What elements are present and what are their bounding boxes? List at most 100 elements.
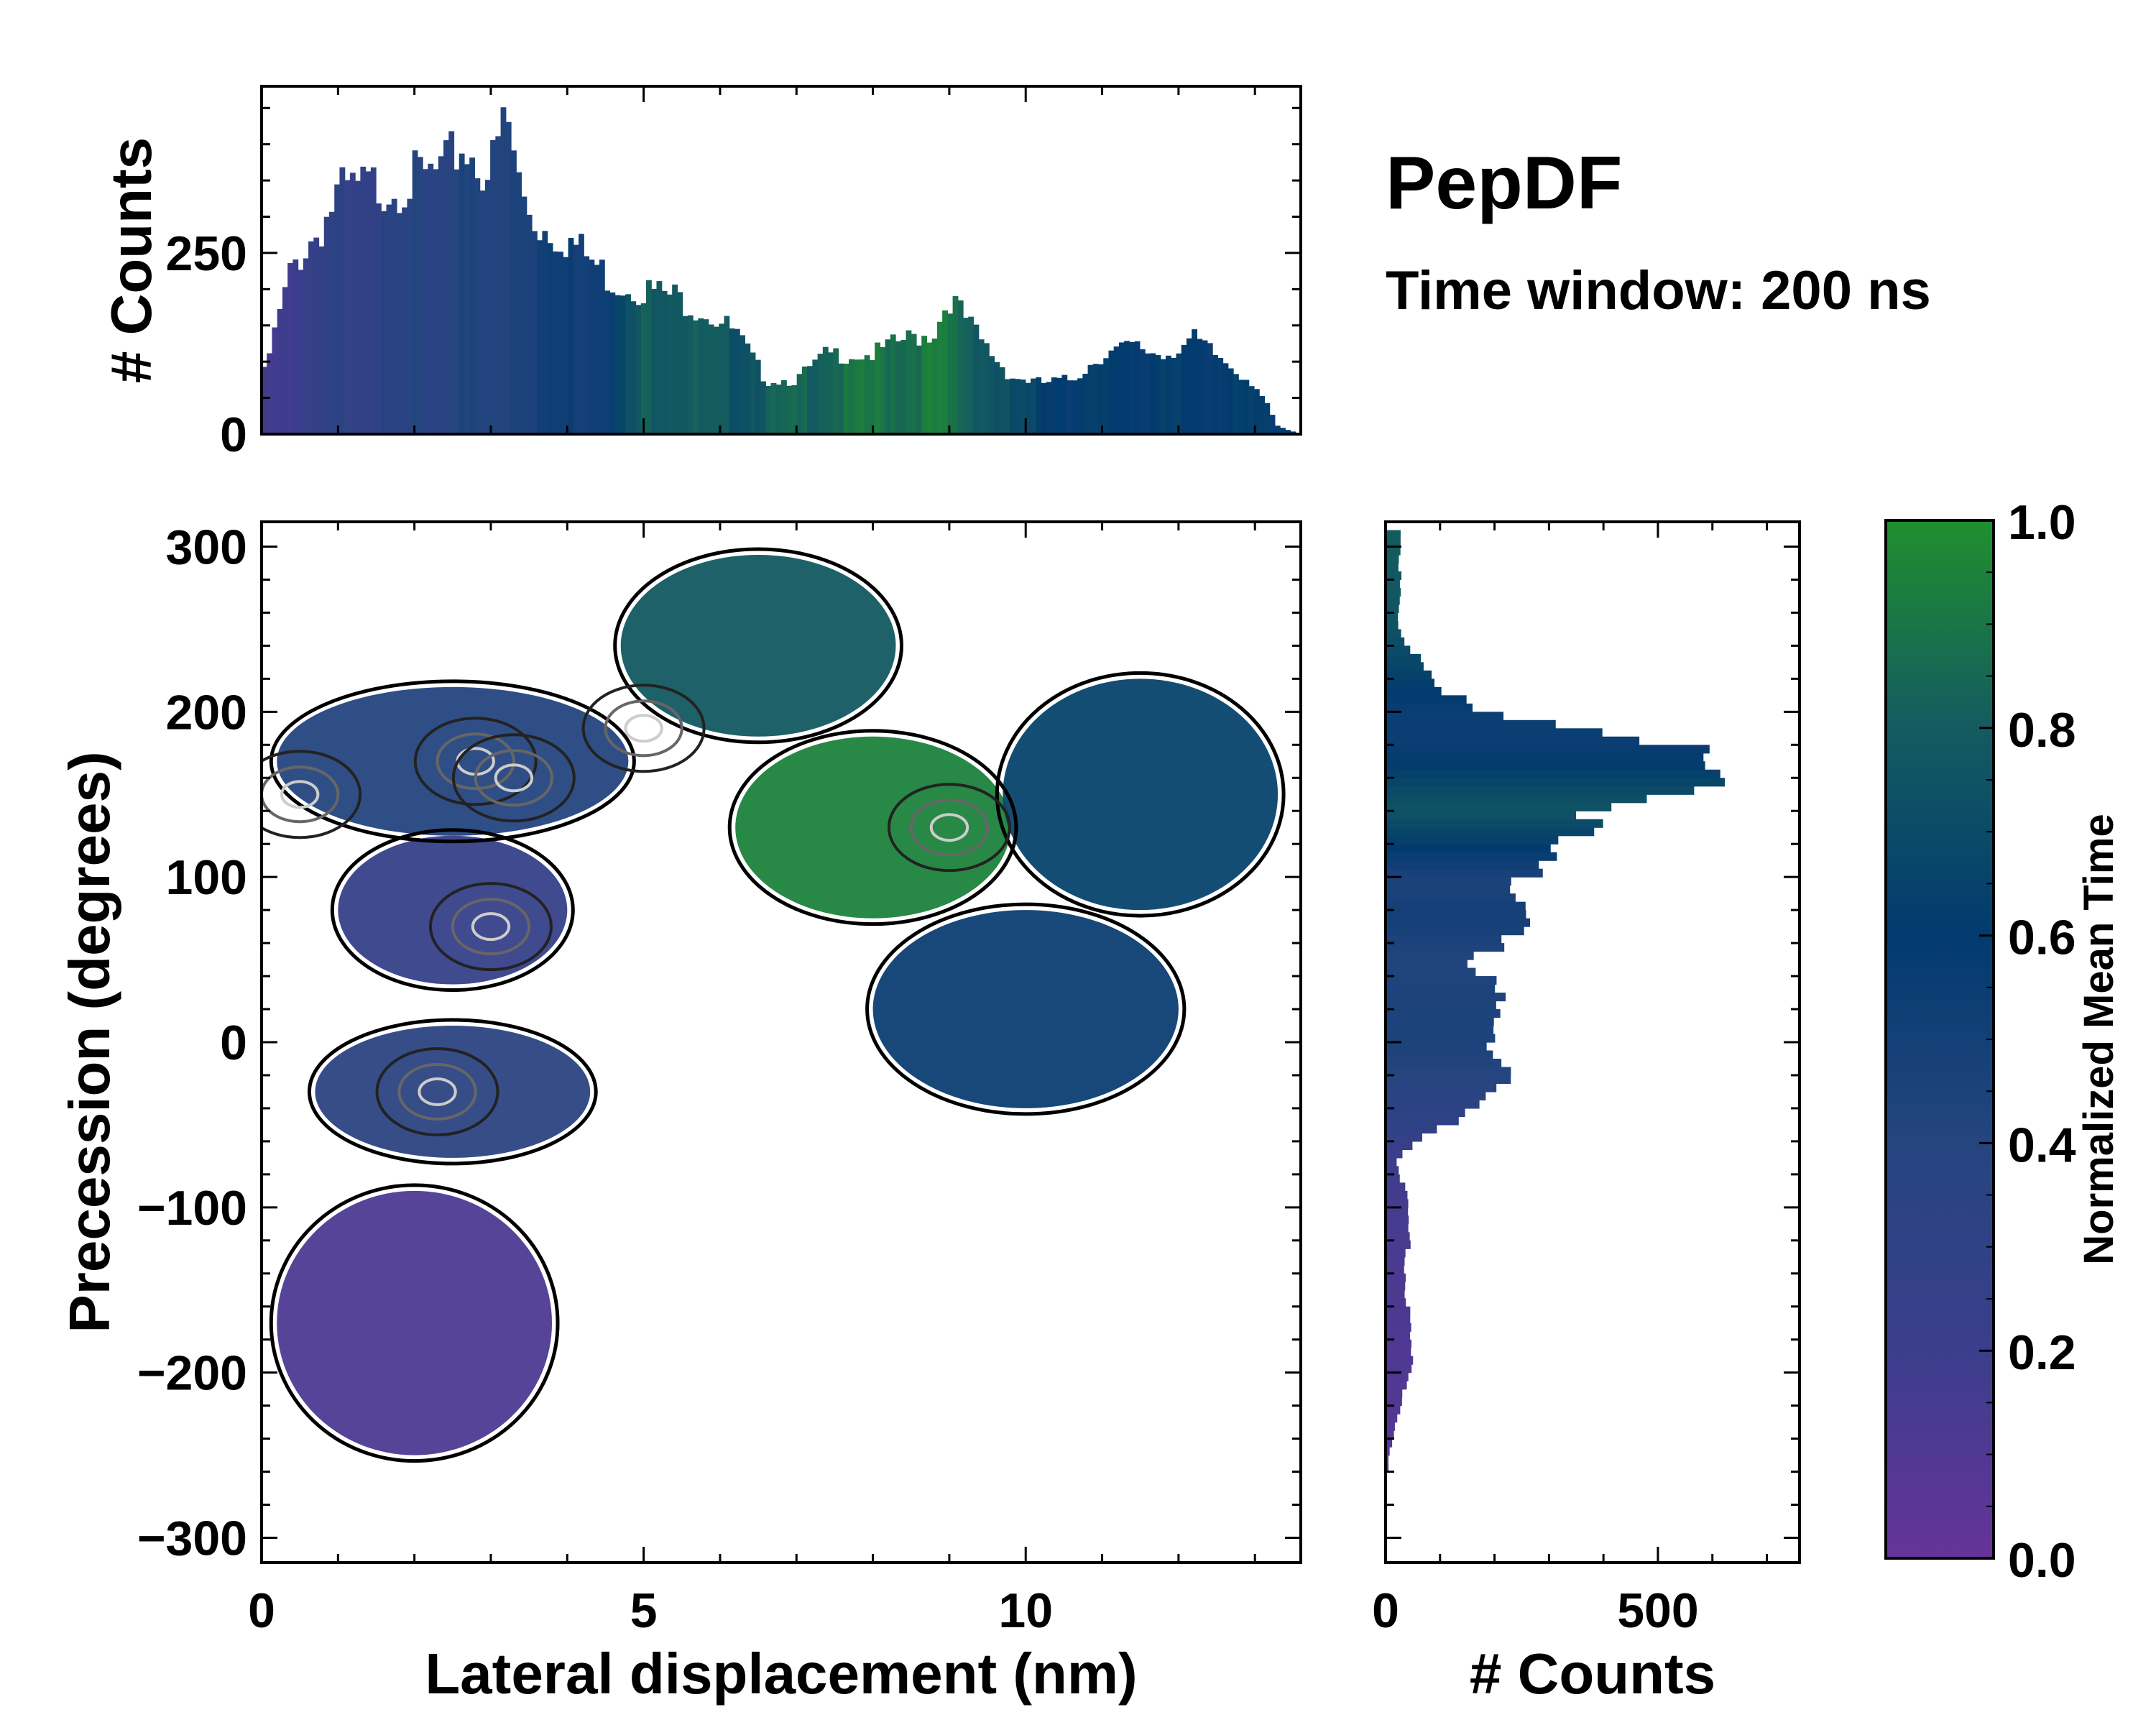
top-histogram-bar xyxy=(1056,377,1063,434)
top-histogram-bar xyxy=(1222,363,1229,434)
density-contour xyxy=(280,780,320,809)
right-histogram-bar xyxy=(1386,893,1516,903)
density-contour xyxy=(428,882,553,972)
top-histogram-bar xyxy=(833,348,839,434)
top-histogram-bar xyxy=(646,280,652,434)
top-histogram-bar xyxy=(292,259,299,434)
top-histogram-bar xyxy=(1046,382,1052,434)
top-histogram-bar xyxy=(308,241,314,434)
right-histogram-bar xyxy=(1386,571,1402,581)
top-histogram-bar xyxy=(1092,364,1099,434)
right-histogram-bar xyxy=(1386,943,1505,952)
top-histogram-bar xyxy=(693,320,699,434)
top-histogram-bar xyxy=(760,381,766,434)
top-histogram-bar xyxy=(1166,355,1171,434)
right-histogram-bar xyxy=(1386,1463,1389,1473)
right-histogram-bar xyxy=(1386,811,1577,820)
top-histogram-bar xyxy=(1108,350,1115,434)
top-histogram-bar xyxy=(724,316,730,434)
right-histogram-bar xyxy=(1386,926,1524,936)
right-histogram-bar xyxy=(1386,910,1526,919)
right-histogram-bar xyxy=(1386,1133,1422,1142)
density-contour xyxy=(413,717,538,806)
right-histogram-panel: 0 500 # Counts xyxy=(1372,520,1801,1706)
top-histogram-bar xyxy=(947,313,954,434)
right-histogram-bar xyxy=(1386,761,1705,770)
top-histogram-bar xyxy=(869,360,875,434)
top-histogram-bar xyxy=(936,321,943,434)
top-histogram-bar xyxy=(272,327,278,434)
main-map-fill xyxy=(277,554,1279,1455)
top-histogram-bar xyxy=(672,284,678,434)
right-histogram-xtick-label: 0 xyxy=(1372,1583,1399,1638)
top-histogram-bar xyxy=(516,172,522,434)
top-histogram-bar xyxy=(848,359,854,434)
top-histogram-bar xyxy=(812,359,819,434)
right-histogram-bar xyxy=(1386,645,1411,655)
heatmap-region-right-teal xyxy=(1003,678,1279,911)
top-histogram-bar xyxy=(838,363,844,434)
top-histogram-bar xyxy=(614,295,621,434)
right-histogram-bar xyxy=(1386,1199,1409,1208)
colorbar-tick-label: 1.0 xyxy=(2008,495,2076,550)
right-histogram-bar xyxy=(1386,1075,1511,1085)
right-histogram-bar xyxy=(1386,778,1726,787)
top-histogram-bar xyxy=(464,164,470,434)
density-contour xyxy=(451,733,576,823)
top-histogram-bar xyxy=(978,339,985,434)
top-histogram-bar xyxy=(854,359,860,434)
top-histogram-bar xyxy=(698,318,704,434)
top-histogram-bar xyxy=(370,167,377,434)
top-histogram-bar xyxy=(584,256,590,434)
top-histogram-bar xyxy=(963,318,969,434)
main-map-ytick-label: 300 xyxy=(166,520,247,574)
right-histogram-bar xyxy=(1386,1058,1502,1068)
right-histogram-bar xyxy=(1386,1289,1405,1299)
density-contour xyxy=(375,1046,499,1136)
top-histogram-bar xyxy=(1015,379,1021,434)
top-histogram-bar xyxy=(765,385,772,434)
density-contour xyxy=(887,783,1011,873)
top-histogram-bar xyxy=(391,198,397,434)
right-histogram-bar xyxy=(1386,745,1710,754)
colorbar-tick-label: 0.4 xyxy=(2008,1118,2076,1172)
right-histogram-bar xyxy=(1386,554,1399,564)
right-histogram-bar xyxy=(1386,993,1506,1002)
right-histogram-bar xyxy=(1386,852,1557,861)
top-histogram-bar xyxy=(957,300,964,434)
top-histogram-bar xyxy=(791,385,798,434)
heatmap-region-upper-teal xyxy=(620,554,896,737)
right-histogram-bar xyxy=(1386,1306,1411,1315)
main-map-xlabel: Lateral displacement (nm) xyxy=(425,1642,1137,1706)
top-histogram-bar xyxy=(303,258,309,434)
right-histogram-bar xyxy=(1386,1174,1400,1183)
top-histogram-bar xyxy=(1103,358,1110,434)
top-histogram-bar xyxy=(599,259,605,434)
top-histogram-bar xyxy=(630,301,637,434)
right-histogram-bar xyxy=(1386,1438,1393,1448)
chart-subtitle: Time window: 200 ns xyxy=(1386,260,1931,321)
right-histogram-bar xyxy=(1386,1182,1406,1192)
top-histogram-bar xyxy=(484,180,491,434)
top-histogram-bar xyxy=(1238,380,1245,434)
right-histogram-bar xyxy=(1386,1223,1409,1233)
top-histogram-bar xyxy=(786,385,793,434)
top-histogram-bar xyxy=(734,328,740,434)
top-histogram-bar xyxy=(1280,428,1286,434)
heatmap-outline xyxy=(995,671,1286,918)
top-histogram-bar xyxy=(952,295,959,434)
top-histogram-bar xyxy=(1145,353,1151,434)
top-histogram-bar xyxy=(775,385,782,434)
top-histogram-bar xyxy=(1113,346,1120,434)
top-histogram-bar xyxy=(796,374,803,434)
main-map-ytick-label: −300 xyxy=(137,1512,247,1566)
density-contour xyxy=(909,799,990,857)
top-histogram-bar xyxy=(983,343,990,434)
colorbar-ticks: 0.0 0.2 0.4 0.6 0.8 1.0 xyxy=(1979,495,2076,1588)
top-histogram-bar xyxy=(1150,353,1156,434)
right-histogram-bar xyxy=(1386,1207,1409,1216)
right-histogram-bar xyxy=(1386,1339,1411,1348)
right-histogram-bar xyxy=(1386,1232,1410,1241)
right-histogram-bar xyxy=(1386,1240,1411,1249)
